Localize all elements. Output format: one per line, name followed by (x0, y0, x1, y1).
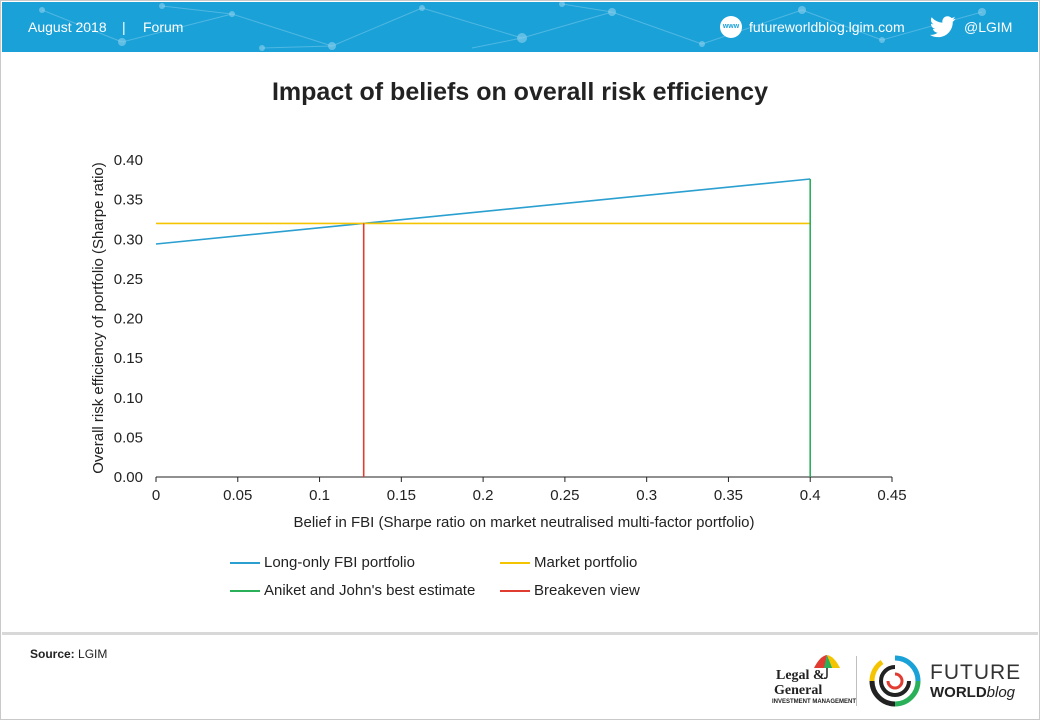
y-tick-label: 0.20 (114, 311, 143, 328)
y-tick-label: 0.35 (114, 192, 143, 209)
legend-item-best-estimate: Aniket and John's best estimate (230, 582, 475, 599)
lg-line3: INVESTMENT MANAGEMENT (772, 699, 856, 705)
x-tick-label: 0.1 (309, 487, 330, 504)
footer-divider (2, 632, 1038, 635)
y-tick-label: 0.05 (114, 429, 143, 446)
x-tick-label: 0.25 (550, 487, 579, 504)
legend-swatch (230, 590, 260, 593)
legend-swatch (230, 562, 260, 565)
header-separator: | (122, 19, 126, 35)
rings-icon (869, 655, 921, 707)
lg-line1: Legal & (776, 668, 825, 683)
lg-line2: General (774, 683, 823, 698)
fw-line2: WORLDblog (930, 684, 1015, 701)
legal-general-logo: Legal & General INVESTMENT MANAGEMENT (768, 654, 856, 706)
legend-swatch (500, 562, 530, 565)
legend-item-market: Market portfolio (500, 554, 637, 571)
series-line-0 (155, 178, 811, 245)
logo-divider (856, 656, 857, 706)
header-bar: August 2018 | Forum www futureworldblog.… (2, 2, 1038, 52)
source-note: Source: LGIM (30, 647, 107, 661)
x-axis-label: Belief in FBI (Sharpe ratio on market ne… (293, 514, 754, 531)
x-tick-label: 0.45 (877, 487, 906, 504)
y-tick-label: 0.30 (114, 231, 143, 248)
twitter-bird-icon[interactable] (930, 16, 956, 38)
header-section: Forum (143, 19, 184, 35)
fw-line2-bold: WORLD (930, 684, 987, 701)
legend-label: Market portfolio (534, 554, 638, 571)
source-label: Source: (30, 647, 75, 661)
x-tick-label: 0.35 (714, 487, 743, 504)
y-tick-label: 0.25 (114, 271, 143, 288)
umbrella-icon (814, 655, 840, 679)
y-axis-label: Overall risk efficiency of portfolio (Sh… (90, 162, 107, 474)
header-date: August 2018 (28, 19, 107, 35)
fw-line2-light: blog (986, 684, 1016, 701)
legend-label: Breakeven view (534, 582, 640, 599)
legend-item-breakeven: Breakeven view (500, 582, 640, 599)
source-value: LGIM (78, 647, 108, 661)
fw-line1: FUTURE (930, 661, 1022, 684)
legend-swatch (500, 590, 530, 593)
x-tick-label: 0.2 (473, 487, 494, 504)
x-tick-label: 0.15 (387, 487, 416, 504)
y-tick-label: 0.40 (114, 152, 143, 169)
legend-label: Long-only FBI portfolio (264, 554, 415, 571)
chart-title: Impact of beliefs on overall risk effici… (271, 78, 768, 106)
y-tick-label: 0.10 (114, 390, 143, 407)
x-tick-label: 0.3 (636, 487, 657, 504)
y-tick-label: 0.00 (114, 469, 143, 486)
x-tick-label: 0.05 (223, 487, 252, 504)
legend-label: Aniket and John's best estimate (264, 582, 476, 599)
twitter-handle[interactable]: @LGIM (964, 19, 1013, 35)
legend-item-long-only: Long-only FBI portfolio (230, 554, 415, 571)
line-chart: 0 0.05 0.1 0.15 0.2 0.25 0.3 0.35 0.4 0.45 0.00 0.0… (90, 152, 907, 531)
y-tick-label: 0.15 (114, 350, 143, 367)
x-tick-label: 0 (152, 487, 160, 504)
globe-www-icon[interactable]: www (720, 16, 742, 38)
website-link[interactable]: futureworldblog.lgim.com (749, 19, 905, 35)
x-tick-label: 0.4 (800, 487, 821, 504)
